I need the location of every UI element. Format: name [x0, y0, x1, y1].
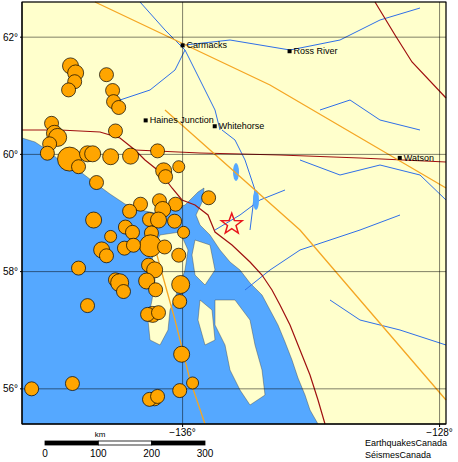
svg-text:Whitehorse: Whitehorse [219, 121, 265, 131]
svg-text:km: km [95, 430, 106, 439]
svg-text:56°: 56° [8, 383, 18, 394]
svg-text:Haines Junction: Haines Junction [150, 115, 214, 125]
svg-text:−128°: −128° [426, 427, 450, 438]
svg-text:EarthquakesCanada: EarthquakesCanada [365, 438, 447, 448]
svg-text:300: 300 [197, 448, 214, 459]
svg-text:200: 200 [143, 448, 160, 459]
svg-text:60°: 60° [8, 149, 18, 160]
svg-text:SéismesCanada: SéismesCanada [365, 450, 431, 460]
svg-text:−136°: −136° [169, 427, 196, 438]
svg-text:58°: 58° [8, 266, 18, 277]
svg-text:100: 100 [90, 448, 107, 459]
svg-text:Carmacks: Carmacks [187, 40, 228, 50]
svg-text:Ross River: Ross River [294, 46, 338, 56]
svg-text:0: 0 [42, 448, 48, 459]
svg-text:Watson: Watson [404, 153, 434, 163]
svg-text:62°: 62° [8, 32, 18, 43]
